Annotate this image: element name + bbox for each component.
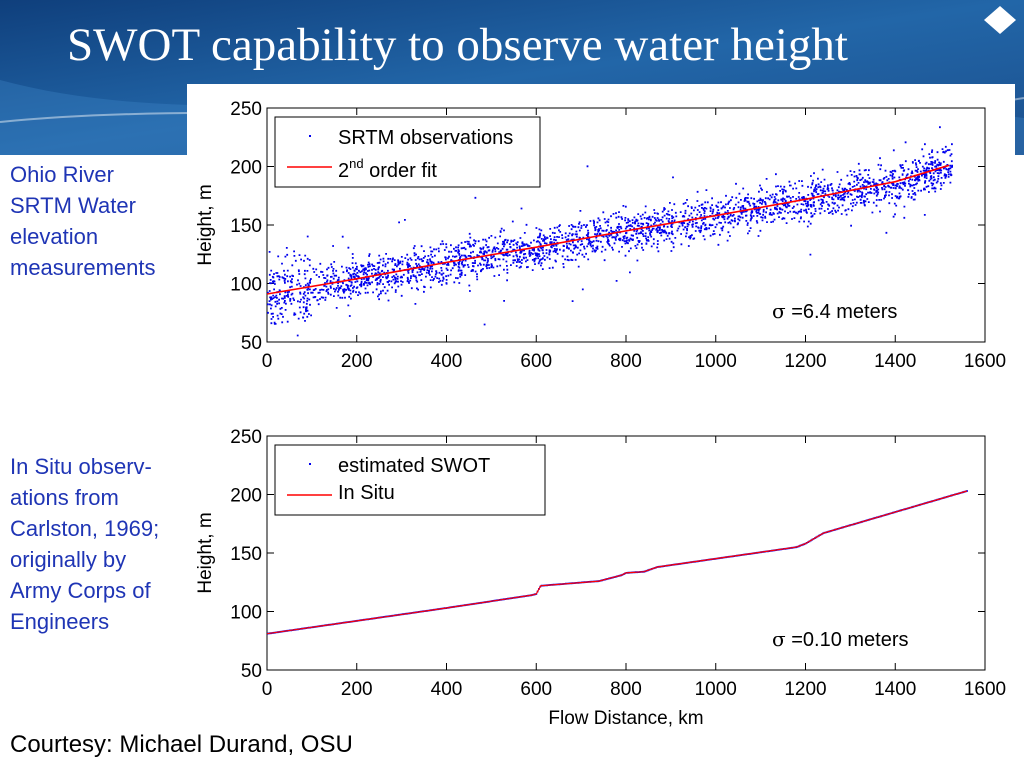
in-situ-line — [267, 490, 968, 635]
note-line: Ohio River — [10, 162, 114, 187]
x-tick-label: 0 — [262, 351, 273, 372]
y-tick-label: 250 — [230, 427, 262, 448]
x-tick-label: 400 — [431, 679, 463, 700]
legend-marker-points — [309, 135, 311, 137]
x-tick-label: 1400 — [874, 679, 916, 700]
y-tick-label: 50 — [241, 333, 262, 354]
slide-title: SWOT capability to observe water height — [67, 19, 848, 71]
note-line: elevation — [10, 224, 99, 249]
note-line: Engineers — [10, 609, 110, 634]
note-line: originally by — [10, 547, 127, 572]
x-tick-label: 1600 — [964, 679, 1006, 700]
y-tick-label: 50 — [241, 661, 262, 682]
legend-label-superscript: nd — [349, 156, 363, 171]
x-tick-label: 1200 — [784, 351, 826, 372]
y-tick-label: 150 — [230, 544, 262, 565]
y-tick-label: 150 — [230, 216, 262, 237]
courtesy-credit: Courtesy: Michael Durand, OSU — [10, 731, 353, 758]
y-tick-label: 100 — [230, 603, 262, 624]
note-line: Army Corps of — [10, 578, 151, 603]
legend-label-part: order fit — [364, 160, 438, 182]
plot-data — [267, 490, 968, 635]
x-tick-label: 600 — [520, 679, 552, 700]
x-tick-label: 1400 — [874, 351, 916, 372]
y-axis-label: Height, m — [195, 512, 216, 593]
sigma-annotation: σ =6.4 meters — [772, 299, 897, 323]
x-tick-label: 400 — [431, 351, 463, 372]
note-in-situ-description: In Situ observ-ations from Carlston, 1969… — [10, 451, 159, 637]
figure-panel: 0 200 400 600 800 1000 1200 1400 1600 50 100 150 200… — [187, 84, 1015, 756]
legend-label: estimated SWOT — [338, 455, 490, 477]
note-line: ations from — [10, 485, 119, 510]
sigma-value: =6.4 meters — [786, 301, 898, 323]
note-line: SRTM Water — [10, 193, 136, 218]
y-tick-label: 200 — [230, 486, 262, 507]
y-tick-label: 200 — [230, 158, 262, 179]
x-tick-label: 1000 — [695, 351, 737, 372]
x-tick-label: 1600 — [964, 351, 1006, 372]
legend-label: SRTM observations — [338, 127, 513, 149]
chart-1: 0 200 400 600 800 1000 1200 1400 1600 50 100 150 200… — [195, 99, 1006, 372]
note-srtm-description: Ohio River SRTM Water elevation measurement… — [10, 159, 156, 283]
sigma-symbol: σ — [772, 627, 786, 651]
note-line: measurements — [10, 255, 156, 280]
x-tick-label: 800 — [610, 679, 642, 700]
x-tick-label: 600 — [520, 351, 552, 372]
chart-2: 0 200 400 600 800 1000 1200 1400 1600 50 100 150 200… — [195, 427, 1006, 729]
note-line: In Situ observ- — [10, 454, 152, 479]
legend-label-part: 2 — [338, 160, 349, 182]
legend-box — [274, 444, 546, 516]
x-tick-label: 800 — [610, 351, 642, 372]
charts-figure: 0 200 400 600 800 1000 1200 1400 160050100150200… — [195, 99, 1006, 729]
legend-box — [274, 116, 541, 188]
y-tick-label: 250 — [230, 99, 262, 120]
x-tick-label: 200 — [341, 679, 373, 700]
plot-data — [267, 126, 953, 337]
sigma-symbol: σ — [772, 299, 786, 323]
note-line: Carlston, 1969; — [10, 516, 160, 541]
sigma-value: =0.10 meters — [786, 629, 909, 651]
x-tick-label: 0 — [262, 679, 273, 700]
x-axis-label: Flow Distance, km — [548, 708, 703, 729]
legend-label: In Situ — [338, 482, 395, 504]
x-tick-label: 1000 — [695, 679, 737, 700]
x-tick-label: 200 — [341, 351, 373, 372]
y-axis-label: Height, m — [195, 184, 216, 265]
diamond-logo-icon — [984, 6, 1016, 34]
x-tick-label: 1200 — [784, 679, 826, 700]
legend-marker-points — [309, 463, 311, 465]
y-tick-label: 100 — [230, 275, 262, 296]
sigma-annotation: σ =0.10 meters — [772, 627, 909, 651]
legend-label: 2nd order fit — [338, 156, 437, 182]
